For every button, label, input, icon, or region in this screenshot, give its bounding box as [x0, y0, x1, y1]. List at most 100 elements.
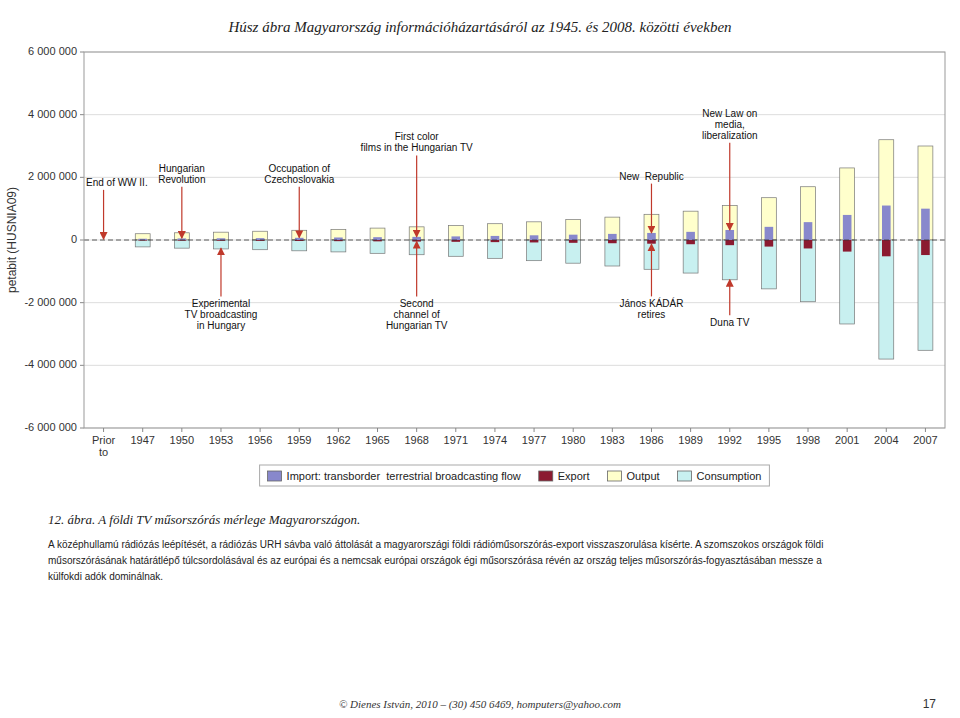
annotation-line: TV broadcasting: [185, 309, 258, 320]
y-tick: [80, 240, 84, 241]
bar: [608, 234, 617, 240]
page-number: 17: [923, 697, 937, 711]
annotation-line: Second: [400, 298, 434, 309]
bar: [569, 235, 578, 240]
bar: [605, 240, 620, 266]
x-tick-label: Priorto: [92, 434, 116, 458]
x-tick: [573, 428, 574, 432]
x-tick-label-line: Prior: [92, 434, 116, 446]
annotation-text: End of WW II.: [86, 177, 148, 188]
annotation-text: HungarianRevolution: [158, 163, 205, 185]
x-tick: [808, 428, 809, 432]
bar: [491, 236, 500, 240]
annotation-arrow: [729, 280, 730, 315]
x-tick-label-line: 1974: [483, 434, 507, 446]
x-tick-label-line: 1971: [444, 434, 468, 446]
x-tick-label-line: 1959: [287, 434, 311, 446]
series-bars: [135, 140, 933, 240]
bar: [647, 240, 656, 244]
bar: [214, 240, 229, 249]
bar: [722, 240, 737, 280]
x-tick: [494, 428, 495, 432]
annotation-line: liberalization: [702, 130, 758, 141]
bar: [921, 240, 930, 255]
x-tick-label-line: 2004: [874, 434, 898, 446]
x-tick-label-line: 2007: [913, 434, 937, 446]
bar: [918, 146, 933, 240]
x-tick: [260, 428, 261, 432]
legend-swatch: [678, 471, 692, 481]
legend-label: Consumption: [697, 470, 762, 482]
bar: [135, 234, 150, 240]
annotation-line: Experimental: [192, 298, 250, 309]
x-tick: [181, 428, 182, 432]
bar: [918, 240, 933, 350]
annotation-arrow: [651, 244, 652, 296]
annotation-text: New Republic: [619, 171, 683, 182]
note: műsorszórásának határátlépő túlcsordolás…: [48, 555, 822, 566]
x-tick-label: 1947: [130, 434, 154, 446]
x-tick-label: 1998: [796, 434, 820, 446]
x-tick: [847, 428, 848, 432]
x-tick-label: 1950: [170, 434, 194, 446]
bar: [843, 215, 852, 240]
bar: [879, 240, 894, 359]
x-tick-label: 1971: [444, 434, 468, 446]
y-axis-label: petabit (HUSNIA09): [5, 187, 19, 293]
plot-frame: [84, 52, 945, 428]
bar: [765, 240, 774, 247]
annotation-line: media,: [715, 119, 745, 130]
bar: [801, 240, 816, 302]
bar: [451, 236, 460, 240]
y-tick: [80, 365, 84, 366]
chart: Húsz ábra Magyarország információházartá…: [0, 0, 960, 718]
x-tick-label-line: 1956: [248, 434, 272, 446]
x-tick-label-line: 1989: [678, 434, 702, 446]
x-tick-label-line: 1953: [209, 434, 233, 446]
bar: [761, 198, 776, 240]
bar: [725, 240, 734, 245]
x-tick-label: 1977: [522, 434, 546, 446]
annotation-line: First color: [395, 131, 440, 142]
bar: [683, 211, 698, 240]
annotation-line: Occupation of: [268, 163, 330, 174]
annotation-line: films in the Hungarian TV: [361, 142, 473, 153]
annotation-line: retires: [638, 309, 666, 320]
grid-line: [84, 114, 945, 115]
legend-box: [260, 465, 770, 486]
x-tick-label: 2004: [874, 434, 898, 446]
bar: [566, 220, 581, 240]
x-tick-label-line: 1947: [130, 434, 154, 446]
annotation-text: Secondchannel ofHungarian TV: [386, 298, 448, 331]
x-tick-label: 2001: [835, 434, 859, 446]
y-tick-label: 4 000 000: [28, 108, 77, 120]
bar: [370, 240, 385, 253]
x-tick-label: 1992: [718, 434, 742, 446]
annotation-arrow: [103, 190, 104, 239]
y-tick: [80, 302, 84, 303]
caption: 12. ábra. A földi TV műsorszórás mérlege…: [48, 512, 360, 527]
x-tick: [338, 428, 339, 432]
bar: [373, 237, 382, 240]
annotation-line: New Republic: [619, 171, 683, 182]
x-tick-label: 1962: [326, 434, 350, 446]
x-tick-label-line: 1992: [718, 434, 742, 446]
y-tick-label: 2 000 000: [28, 170, 77, 182]
x-tick: [768, 428, 769, 432]
series-bars: [135, 240, 933, 359]
annotation-line: Duna TV: [710, 317, 750, 328]
x-tick: [416, 428, 417, 432]
annotation-line: in Hungary: [197, 320, 245, 331]
bar: [448, 226, 463, 240]
bar: [331, 240, 346, 252]
note: külfokdi adók dominálnak.: [48, 571, 163, 582]
y-tick-label: 0: [71, 233, 77, 245]
bar: [253, 240, 268, 250]
annotation-line: End of WW II.: [86, 177, 148, 188]
annotation-arrow: [416, 155, 417, 236]
legend-swatch: [539, 471, 553, 481]
x-tick-label-line: to: [99, 446, 108, 458]
series-bars: [138, 240, 929, 256]
y-tick: [80, 428, 84, 429]
y-tick: [80, 52, 84, 53]
